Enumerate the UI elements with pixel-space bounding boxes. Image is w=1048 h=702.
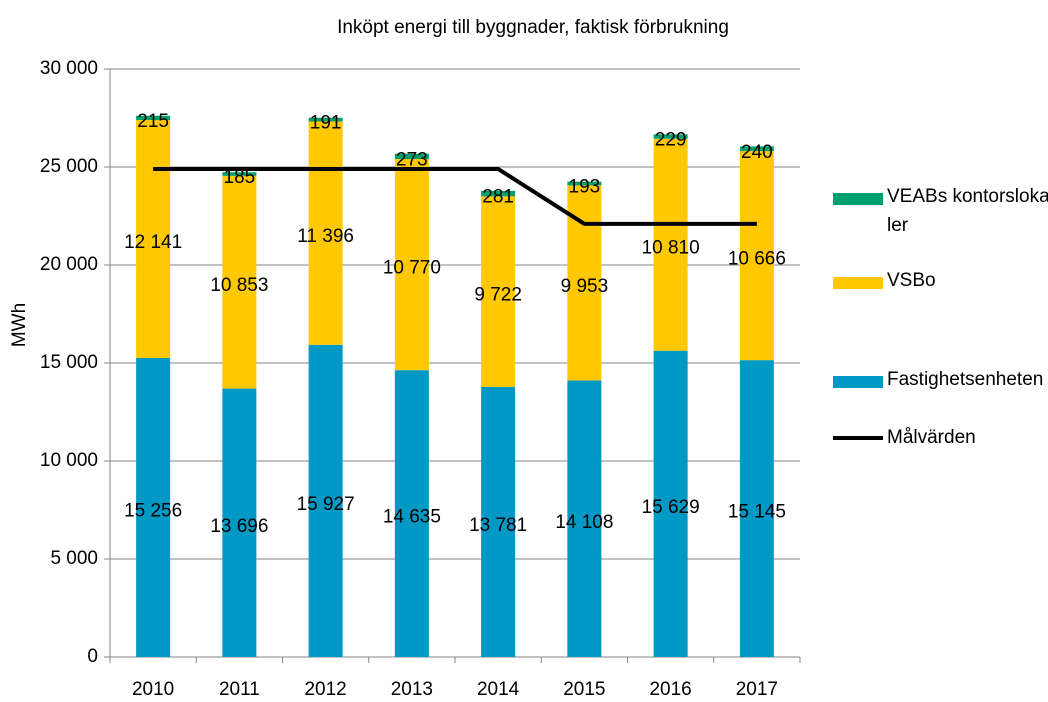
bar-segment xyxy=(394,153,429,160)
bar-segment xyxy=(222,175,257,389)
bar-segment xyxy=(739,146,774,152)
data-label: 13 696 xyxy=(210,516,268,537)
data-label: 215 xyxy=(137,111,169,132)
bar-segment xyxy=(567,380,602,657)
data-label: 11 396 xyxy=(297,226,354,247)
bar-segment xyxy=(567,181,602,186)
bar-segment xyxy=(481,190,516,197)
legend-swatch xyxy=(833,277,883,289)
data-label: 15 145 xyxy=(728,502,786,523)
legend-swatch xyxy=(833,376,883,388)
bar-segment xyxy=(308,344,343,657)
x-tick-label: 2017 xyxy=(736,679,778,700)
data-label: 10 770 xyxy=(383,258,441,279)
y-axis-label: MWh xyxy=(9,303,30,347)
target-line xyxy=(153,166,757,226)
x-tick-label: 2013 xyxy=(391,679,433,700)
data-label: 240 xyxy=(741,142,773,163)
bar-segment xyxy=(308,121,343,345)
bar-segment xyxy=(739,360,774,657)
legend-label: VEABs kontorslokaler xyxy=(887,186,1048,236)
bar-segment xyxy=(308,117,343,122)
bar-segment xyxy=(136,357,171,657)
y-tick-label: 0 xyxy=(87,646,98,667)
x-tick-label: 2016 xyxy=(649,679,691,700)
x-tick-label: 2012 xyxy=(304,679,346,700)
data-label: 185 xyxy=(224,167,256,188)
data-label: 191 xyxy=(310,113,342,134)
y-tick-label: 5 000 xyxy=(50,548,98,569)
bar-segment xyxy=(739,151,774,361)
bar-segment xyxy=(481,196,516,387)
y-tick-label: 20 000 xyxy=(40,254,98,275)
y-tick-label: 10 000 xyxy=(40,450,98,471)
bar-segment xyxy=(653,134,688,139)
y-tick-label: 30 000 xyxy=(40,58,98,79)
data-label: 14 108 xyxy=(555,512,613,533)
data-label: 281 xyxy=(482,187,514,208)
bar-segment xyxy=(653,138,688,351)
data-label: 13 781 xyxy=(469,515,527,536)
legend-label: Målvärden xyxy=(887,427,976,448)
data-label: 9 722 xyxy=(474,285,522,306)
legend-swatch xyxy=(833,436,883,440)
x-tick-label: 2011 xyxy=(219,679,260,700)
chart-title: Inköpt energi till byggnader, faktisk fö… xyxy=(337,17,729,38)
legend-label: VSBo xyxy=(887,270,936,291)
data-label: 9 953 xyxy=(561,276,609,297)
y-tick-label: 25 000 xyxy=(40,156,98,177)
bar-segment xyxy=(653,350,688,657)
x-tick-label: 2014 xyxy=(477,679,520,700)
bar-segment xyxy=(136,120,171,358)
x-tick-label: 2010 xyxy=(132,679,174,700)
data-label: 10 810 xyxy=(642,238,700,259)
data-label: 273 xyxy=(396,149,428,170)
bar-segment xyxy=(222,172,257,176)
bar-segment xyxy=(222,388,257,657)
bar-segment xyxy=(136,115,171,121)
legend-label: Fastighetsenheten xyxy=(887,369,1044,390)
legend-swatch xyxy=(833,193,883,205)
data-label: 12 141 xyxy=(124,232,182,253)
data-label: 15 927 xyxy=(297,494,355,515)
data-label: 15 629 xyxy=(642,497,700,518)
data-label: 229 xyxy=(655,130,687,151)
x-tick-label: 2015 xyxy=(563,679,605,700)
bar-segment xyxy=(394,159,429,371)
data-label: 10 853 xyxy=(210,275,268,296)
bar-segment xyxy=(394,370,429,657)
bar-segment xyxy=(481,386,516,657)
y-tick-label: 15 000 xyxy=(40,352,98,373)
data-label: 10 666 xyxy=(728,249,786,270)
data-label: 193 xyxy=(569,177,601,198)
data-label: 14 635 xyxy=(383,507,441,528)
data-label: 15 256 xyxy=(124,501,182,522)
